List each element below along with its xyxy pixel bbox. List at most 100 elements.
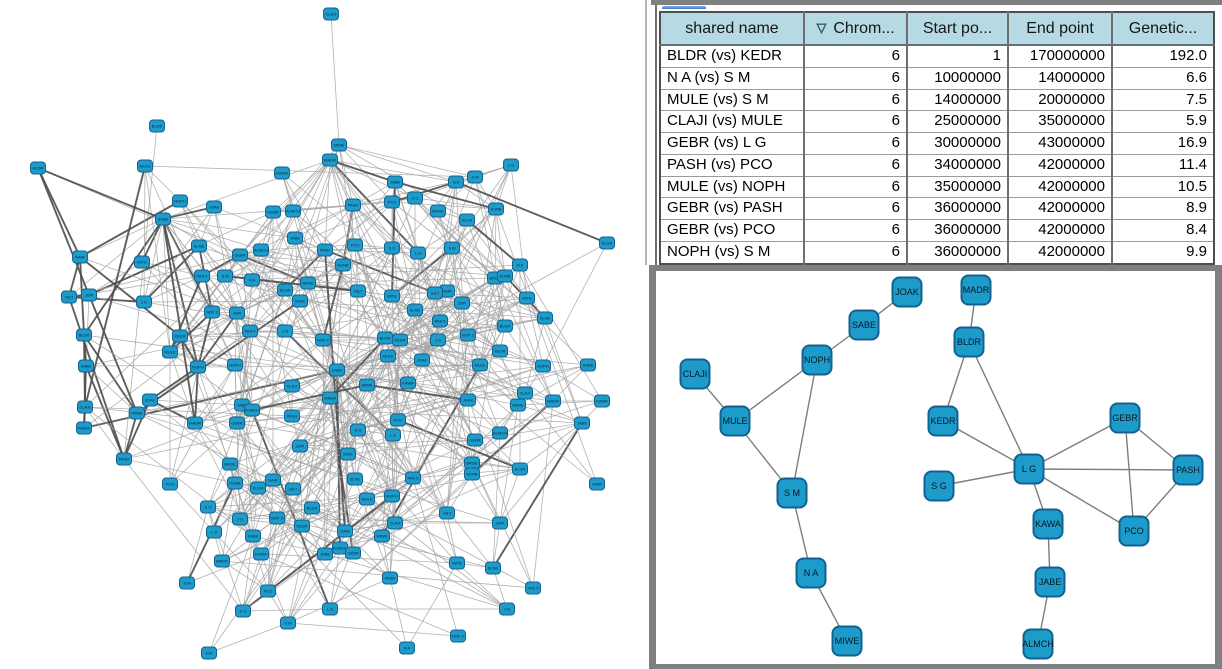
network-edge[interactable] — [342, 247, 393, 266]
network-node[interactable]: KUNB — [464, 467, 480, 481]
network-node[interactable]: CLAJI — [284, 379, 300, 393]
network-edge[interactable] — [257, 487, 331, 610]
network-edge[interactable] — [207, 463, 231, 508]
network-edge[interactable] — [239, 254, 368, 386]
network-node[interactable]: MADR — [322, 391, 338, 405]
subnetwork-node-CLAJI[interactable]: CLAJI — [679, 358, 711, 390]
network-node[interactable]: KEDR — [392, 333, 408, 347]
network-edge[interactable] — [299, 337, 386, 447]
network-edge[interactable] — [474, 176, 506, 277]
cell-shared-name[interactable]: N A (vs) S M — [660, 66, 804, 89]
network-edge[interactable] — [276, 517, 408, 649]
subnetwork-node-PASH[interactable]: PASH — [1172, 454, 1204, 486]
network-node[interactable]: MITE — [134, 255, 150, 269]
cell-shared-name[interactable]: NOPH (vs) S M — [660, 240, 804, 264]
subnetwork-node-S G[interactable]: S G — [923, 470, 955, 502]
network-node[interactable]: MULE — [359, 492, 375, 506]
network-edge[interactable] — [455, 181, 469, 401]
network-node[interactable]: L G — [503, 158, 519, 172]
subnetwork-edge-L G-PCO[interactable] — [1028, 468, 1135, 532]
network-edge[interactable] — [519, 264, 603, 402]
network-node[interactable]: JOAK — [206, 200, 222, 214]
network-node[interactable]: PCO — [384, 195, 400, 209]
network-edge[interactable] — [281, 172, 326, 251]
network-edge[interactable] — [252, 535, 326, 555]
network-node[interactable]: ALMCH — [253, 243, 269, 257]
network-edge[interactable] — [414, 297, 528, 311]
network-edge[interactable] — [391, 181, 457, 203]
network-edge[interactable] — [446, 512, 458, 564]
network-edge[interactable] — [221, 482, 236, 562]
network-edge[interactable] — [299, 445, 346, 532]
cell-value[interactable]: 10.5 — [1111, 175, 1214, 198]
network-edge[interactable] — [169, 312, 238, 353]
network-edge[interactable] — [492, 432, 501, 569]
network-node[interactable]: BLDR — [497, 319, 513, 333]
network-edge[interactable] — [79, 256, 286, 332]
network-node[interactable]: JOAK — [337, 524, 353, 538]
network-edge[interactable] — [260, 249, 344, 266]
network-node[interactable]: MIWE — [129, 406, 145, 420]
network-edge[interactable] — [197, 311, 213, 368]
network-node[interactable]: ALMCH — [492, 426, 508, 440]
network-edge[interactable] — [519, 264, 583, 424]
network-node[interactable]: MIWE — [331, 138, 347, 152]
network-edge[interactable] — [292, 210, 393, 297]
cell-value[interactable]: 36000000 — [906, 240, 1008, 264]
network-edge[interactable] — [542, 242, 608, 367]
network-edge[interactable] — [242, 608, 331, 612]
cell-value[interactable]: 34000000 — [906, 153, 1008, 176]
network-edge[interactable] — [391, 219, 468, 297]
network-edge[interactable] — [294, 237, 598, 485]
network-node[interactable]: KAWA — [76, 421, 92, 435]
network-edge[interactable] — [322, 295, 393, 341]
network-edge[interactable] — [284, 330, 386, 339]
network-node[interactable]: NOPH — [384, 489, 400, 503]
network-edge[interactable] — [492, 567, 508, 610]
cell-value[interactable]: 6 — [803, 240, 907, 264]
network-node[interactable]: NAIR — [589, 477, 605, 491]
network-node[interactable]: S M — [467, 170, 483, 184]
network-node[interactable]: MULE — [472, 358, 488, 372]
network-node[interactable]: NAIR — [72, 250, 88, 264]
network-edge[interactable] — [83, 334, 508, 610]
table-row[interactable]: PASH (vs) PCO 6 34000000 42000000 11.4 — [660, 153, 1214, 176]
network-edge[interactable] — [236, 422, 259, 489]
column-header-2[interactable]: Chrom... — [803, 12, 907, 46]
network-node[interactable]: MITE — [384, 289, 400, 303]
network-edge[interactable] — [421, 247, 453, 361]
network-edge[interactable] — [201, 275, 293, 417]
network-edge[interactable] — [339, 468, 521, 549]
network-edge[interactable] — [272, 159, 331, 213]
network-edge[interactable] — [291, 415, 356, 480]
network-edge[interactable] — [141, 261, 236, 366]
network-edge[interactable] — [329, 159, 457, 183]
network-edge[interactable] — [143, 275, 203, 303]
network-node[interactable]: PCO — [162, 477, 178, 491]
cell-shared-name[interactable]: GEBR (vs) PASH — [660, 197, 804, 220]
network-edge[interactable] — [37, 167, 164, 220]
network-edge[interactable] — [162, 218, 236, 366]
table-row[interactable]: CLAJI (vs) MULE 6 25000000 35000000 5.9 — [660, 110, 1214, 133]
cell-value[interactable]: 8.4 — [1111, 219, 1214, 242]
network-edge[interactable] — [526, 297, 544, 367]
network-node[interactable]: KUNB — [488, 202, 504, 216]
network-edge[interactable] — [257, 247, 453, 489]
network-node[interactable]: PAS 5 — [194, 269, 210, 283]
network-edge[interactable] — [354, 244, 359, 292]
network-node[interactable]: NOPH — [172, 194, 188, 208]
network-edge[interactable] — [179, 335, 231, 465]
network-edge[interactable] — [260, 249, 401, 341]
network-node[interactable]: PCO — [390, 413, 406, 427]
cell-value[interactable]: 42000000 — [1007, 175, 1112, 198]
cell-shared-name[interactable]: MULE (vs) NOPH — [660, 175, 804, 198]
network-node[interactable]: JOAK — [142, 393, 158, 407]
network-node[interactable]: MIWE — [374, 529, 390, 543]
network-edge[interactable] — [162, 218, 262, 251]
subnetwork-edge-GEBR-PCO[interactable] — [1124, 417, 1135, 532]
network-edge[interactable] — [510, 164, 528, 299]
network-edge[interactable] — [149, 366, 199, 401]
network-edge[interactable] — [437, 339, 501, 352]
network-node[interactable]: S G — [407, 191, 423, 205]
network-node[interactable]: SLNE — [191, 239, 207, 253]
